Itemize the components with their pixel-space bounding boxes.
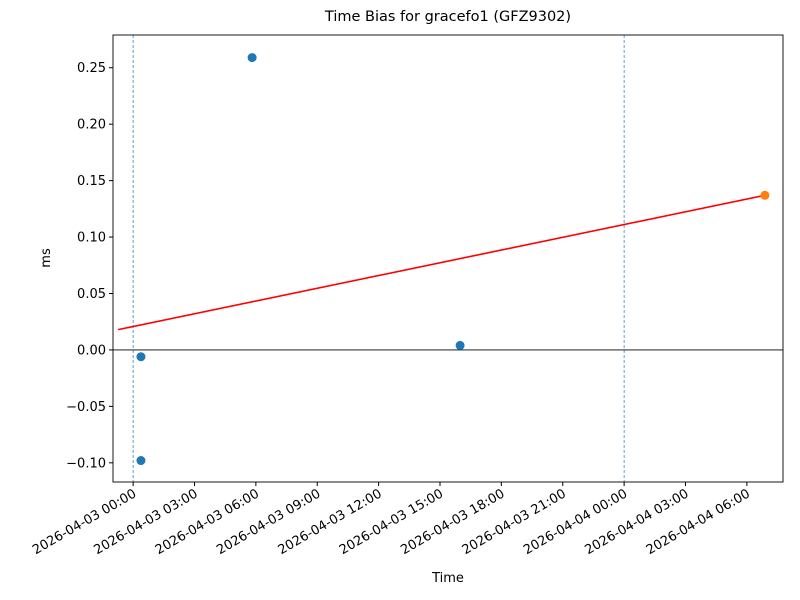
- data-point: [136, 352, 146, 362]
- x-tick-label: 2026-04-03 21:00: [460, 486, 569, 558]
- y-axis-label: ms: [39, 248, 54, 268]
- data-point: [136, 456, 146, 466]
- x-tick-label: 2026-04-04 00:00: [521, 486, 630, 558]
- x-tick-label: 2026-04-03 12:00: [276, 486, 385, 558]
- x-tick-label: 2026-04-03 18:00: [398, 486, 507, 558]
- y-tick-label: 0.05: [77, 287, 106, 302]
- y-tick-label: 0.15: [77, 174, 106, 189]
- data-point: [455, 340, 465, 350]
- x-tick-label: 2026-04-04 03:00: [583, 486, 692, 558]
- data-point: [760, 190, 770, 200]
- y-tick-label: 0.25: [77, 61, 106, 76]
- y-tick-label: −0.10: [66, 456, 106, 471]
- y-tick-label: −0.05: [66, 400, 106, 415]
- x-tick-label: 2026-04-03 06:00: [153, 486, 262, 558]
- data-point: [247, 53, 257, 63]
- x-tick-label: 2026-04-03 00:00: [30, 486, 139, 558]
- x-tick-label: 2026-04-04 06:00: [644, 486, 753, 558]
- plot-frame: [112, 34, 784, 483]
- x-tick-label: 2026-04-03 09:00: [214, 486, 323, 558]
- y-tick-label: 0.00: [77, 343, 106, 358]
- y-tick-label: 0.10: [77, 231, 106, 246]
- y-tick-label: 0.20: [77, 118, 106, 133]
- x-axis-label: Time: [431, 571, 464, 586]
- x-tick-label: 2026-04-03 15:00: [337, 486, 446, 558]
- x-tick-label: 2026-04-03 03:00: [92, 486, 201, 558]
- chart-title: Time Bias for gracefo1 (GFZ9302): [324, 9, 571, 25]
- trend-line: [117, 194, 766, 331]
